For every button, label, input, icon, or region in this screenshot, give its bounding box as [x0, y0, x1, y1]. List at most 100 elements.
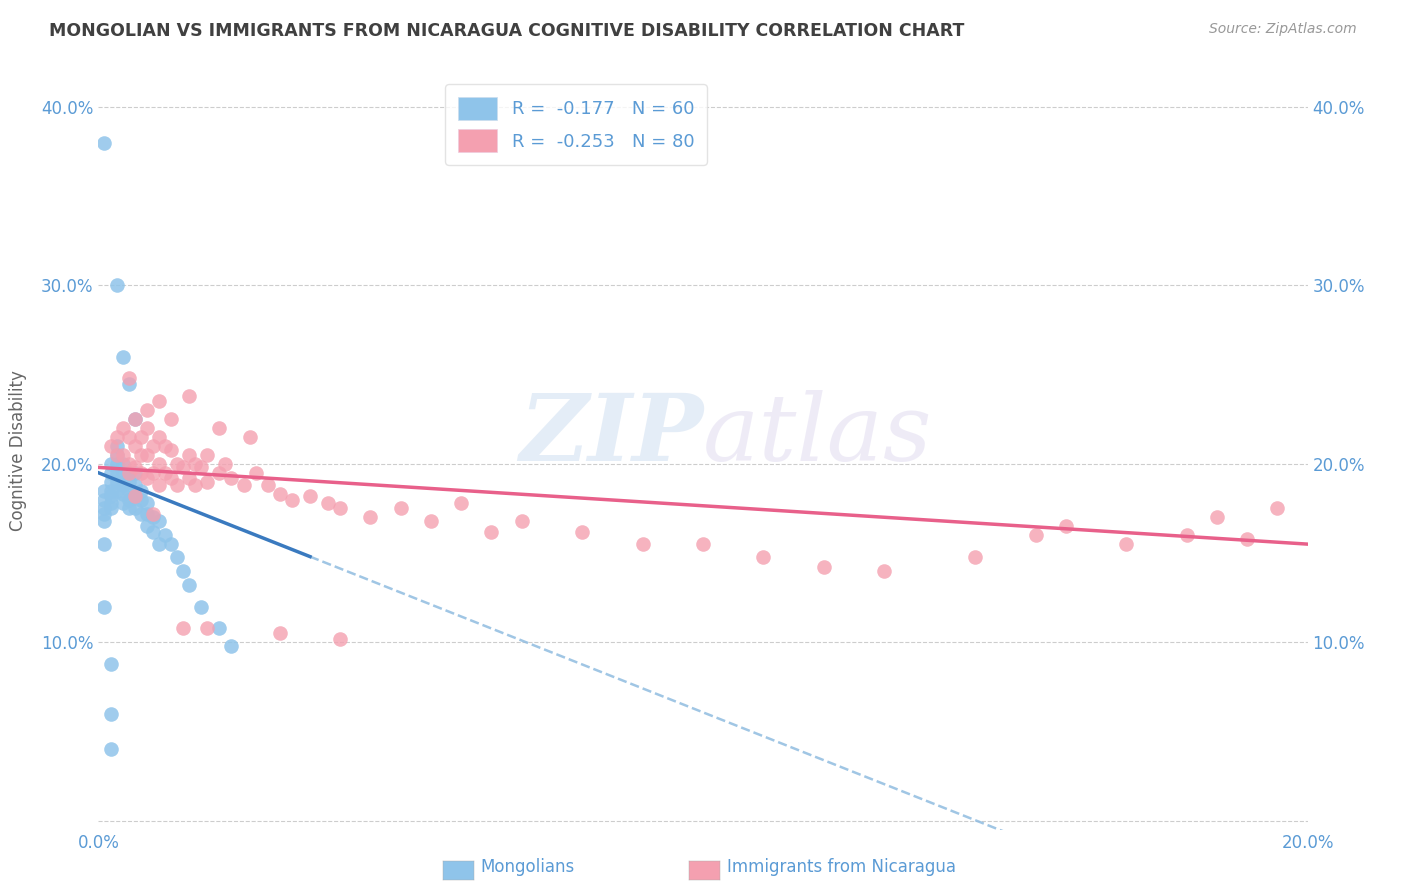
Point — [221, 639, 243, 653]
Point — [118, 483, 141, 498]
Point — [1206, 510, 1229, 524]
Point — [752, 549, 775, 564]
Point — [360, 510, 382, 524]
Point — [124, 460, 146, 475]
Point — [93, 492, 115, 507]
Point — [135, 403, 157, 417]
Point — [111, 350, 134, 364]
Point — [166, 478, 188, 492]
Point — [135, 421, 157, 435]
Point — [118, 475, 141, 489]
Point — [124, 501, 146, 516]
Point — [481, 524, 503, 539]
Point — [221, 471, 243, 485]
Point — [118, 371, 141, 385]
Point — [100, 501, 122, 516]
Point — [118, 501, 141, 516]
Point — [179, 471, 201, 485]
Point — [329, 632, 352, 646]
Point — [965, 549, 987, 564]
Point — [111, 487, 134, 501]
Point — [118, 466, 141, 480]
Point — [105, 448, 128, 462]
Point — [105, 457, 128, 471]
Point — [124, 466, 146, 480]
Point — [208, 621, 231, 635]
Point — [105, 483, 128, 498]
Point — [179, 389, 201, 403]
Point — [172, 621, 194, 635]
Point — [124, 412, 146, 426]
Point — [184, 478, 207, 492]
Point — [631, 537, 654, 551]
Point — [190, 460, 212, 475]
Point — [118, 492, 141, 507]
Point — [160, 442, 183, 457]
Point — [100, 742, 122, 756]
Point — [118, 457, 141, 471]
Point — [1115, 537, 1137, 551]
Text: Mongolians: Mongolians — [481, 858, 575, 876]
Point — [166, 549, 188, 564]
Point — [148, 430, 170, 444]
Point — [129, 483, 152, 498]
Text: Source: ZipAtlas.com: Source: ZipAtlas.com — [1209, 22, 1357, 37]
Point — [179, 578, 201, 592]
Point — [100, 483, 122, 498]
Point — [160, 412, 183, 426]
Point — [135, 507, 157, 521]
Point — [160, 537, 183, 551]
Point — [100, 466, 122, 480]
Text: MONGOLIAN VS IMMIGRANTS FROM NICARAGUA COGNITIVE DISABILITY CORRELATION CHART: MONGOLIAN VS IMMIGRANTS FROM NICARAGUA C… — [49, 22, 965, 40]
Point — [105, 430, 128, 444]
Point — [269, 626, 291, 640]
Point — [148, 478, 170, 492]
Point — [129, 492, 152, 507]
Point — [153, 439, 176, 453]
Point — [111, 466, 134, 480]
Point — [135, 519, 157, 533]
Point — [118, 376, 141, 391]
Point — [172, 460, 194, 475]
Point — [142, 439, 165, 453]
Point — [692, 537, 714, 551]
Point — [105, 448, 128, 462]
Point — [389, 501, 412, 516]
Point — [450, 496, 472, 510]
Text: ZIP: ZIP — [519, 391, 703, 480]
Point — [1267, 501, 1289, 516]
Point — [1054, 519, 1077, 533]
Point — [316, 496, 339, 510]
Text: Immigrants from Nicaragua: Immigrants from Nicaragua — [727, 858, 956, 876]
Point — [142, 466, 165, 480]
Point — [100, 439, 122, 453]
Point — [256, 478, 278, 492]
Point — [111, 496, 134, 510]
Point — [195, 475, 218, 489]
Point — [93, 501, 115, 516]
Point — [420, 514, 443, 528]
Point — [135, 448, 157, 462]
Point — [93, 514, 115, 528]
Point — [129, 507, 152, 521]
Point — [118, 466, 141, 480]
Point — [172, 564, 194, 578]
Point — [100, 475, 122, 489]
Point — [129, 430, 152, 444]
Point — [813, 560, 835, 574]
Point — [111, 448, 134, 462]
Point — [111, 457, 134, 471]
Point — [1175, 528, 1198, 542]
Point — [100, 496, 122, 510]
Point — [873, 564, 896, 578]
Point — [160, 471, 183, 485]
Point — [93, 599, 115, 614]
Point — [281, 492, 304, 507]
Y-axis label: Cognitive Disability: Cognitive Disability — [10, 370, 27, 531]
Point — [111, 421, 134, 435]
Point — [239, 430, 262, 444]
Point — [148, 514, 170, 528]
Point — [100, 657, 122, 671]
Point — [148, 537, 170, 551]
Point — [510, 514, 533, 528]
